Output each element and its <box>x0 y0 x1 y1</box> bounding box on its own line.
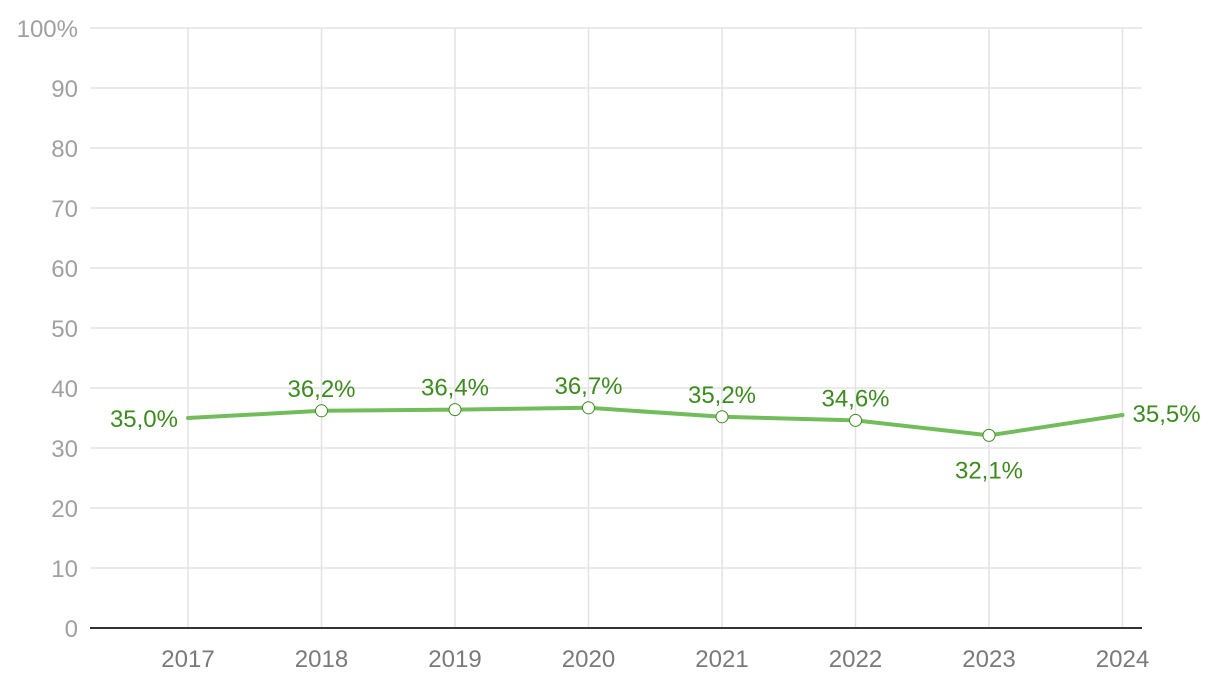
series-line <box>186 405 1125 438</box>
data-point <box>582 401 595 415</box>
data-label: 36,2% <box>287 376 355 403</box>
markers <box>315 401 996 442</box>
y-tick-label: 10 <box>51 556 78 583</box>
data-label: 32,1% <box>955 457 1023 484</box>
x-tick-label: 2021 <box>695 646 748 673</box>
data-labels: 35,0% 36,2% 36,4% 36,7% 35,2% 34,6% 32,1% 35,5% <box>110 373 1201 485</box>
y-tick-label: 30 <box>51 436 78 463</box>
data-point <box>315 404 328 418</box>
y-tick-label: 0 <box>65 616 78 643</box>
data-point <box>715 410 729 424</box>
y-axis-ticks: 0 10 20 30 40 50 60 70 80 90 100% <box>17 16 78 643</box>
y-tick-label: 60 <box>51 256 78 283</box>
data-label: 34,6% <box>821 385 889 412</box>
x-axis-ticks: 2017 2018 2019 2020 2021 2022 2023 2024 <box>161 646 1149 673</box>
data-label: 36,7% <box>554 373 622 400</box>
data-point <box>448 403 462 417</box>
x-tick-label: 2020 <box>562 646 615 673</box>
x-tick-label: 2023 <box>962 646 1015 673</box>
y-tick-label: 20 <box>51 496 78 523</box>
data-point <box>982 428 996 442</box>
y-tick-label: 100% <box>17 16 78 43</box>
data-point <box>849 413 862 427</box>
x-tick-label: 2018 <box>295 646 348 673</box>
x-tick-label: 2019 <box>428 646 481 673</box>
y-tick-label: 70 <box>51 196 78 223</box>
series <box>186 405 1125 438</box>
data-label: 35,0% <box>110 406 178 433</box>
x-tick-label: 2017 <box>161 646 214 673</box>
x-tick-label: 2024 <box>1096 646 1149 673</box>
y-tick-label: 40 <box>51 376 78 403</box>
y-tick-label: 50 <box>51 316 78 343</box>
x-tick-label: 2022 <box>829 646 882 673</box>
grid <box>90 27 1142 628</box>
y-tick-label: 80 <box>51 136 78 163</box>
data-label: 35,5% <box>1133 401 1201 428</box>
data-label: 35,2% <box>688 382 756 409</box>
y-tick-label: 90 <box>51 76 78 103</box>
data-label: 36,4% <box>421 375 489 402</box>
